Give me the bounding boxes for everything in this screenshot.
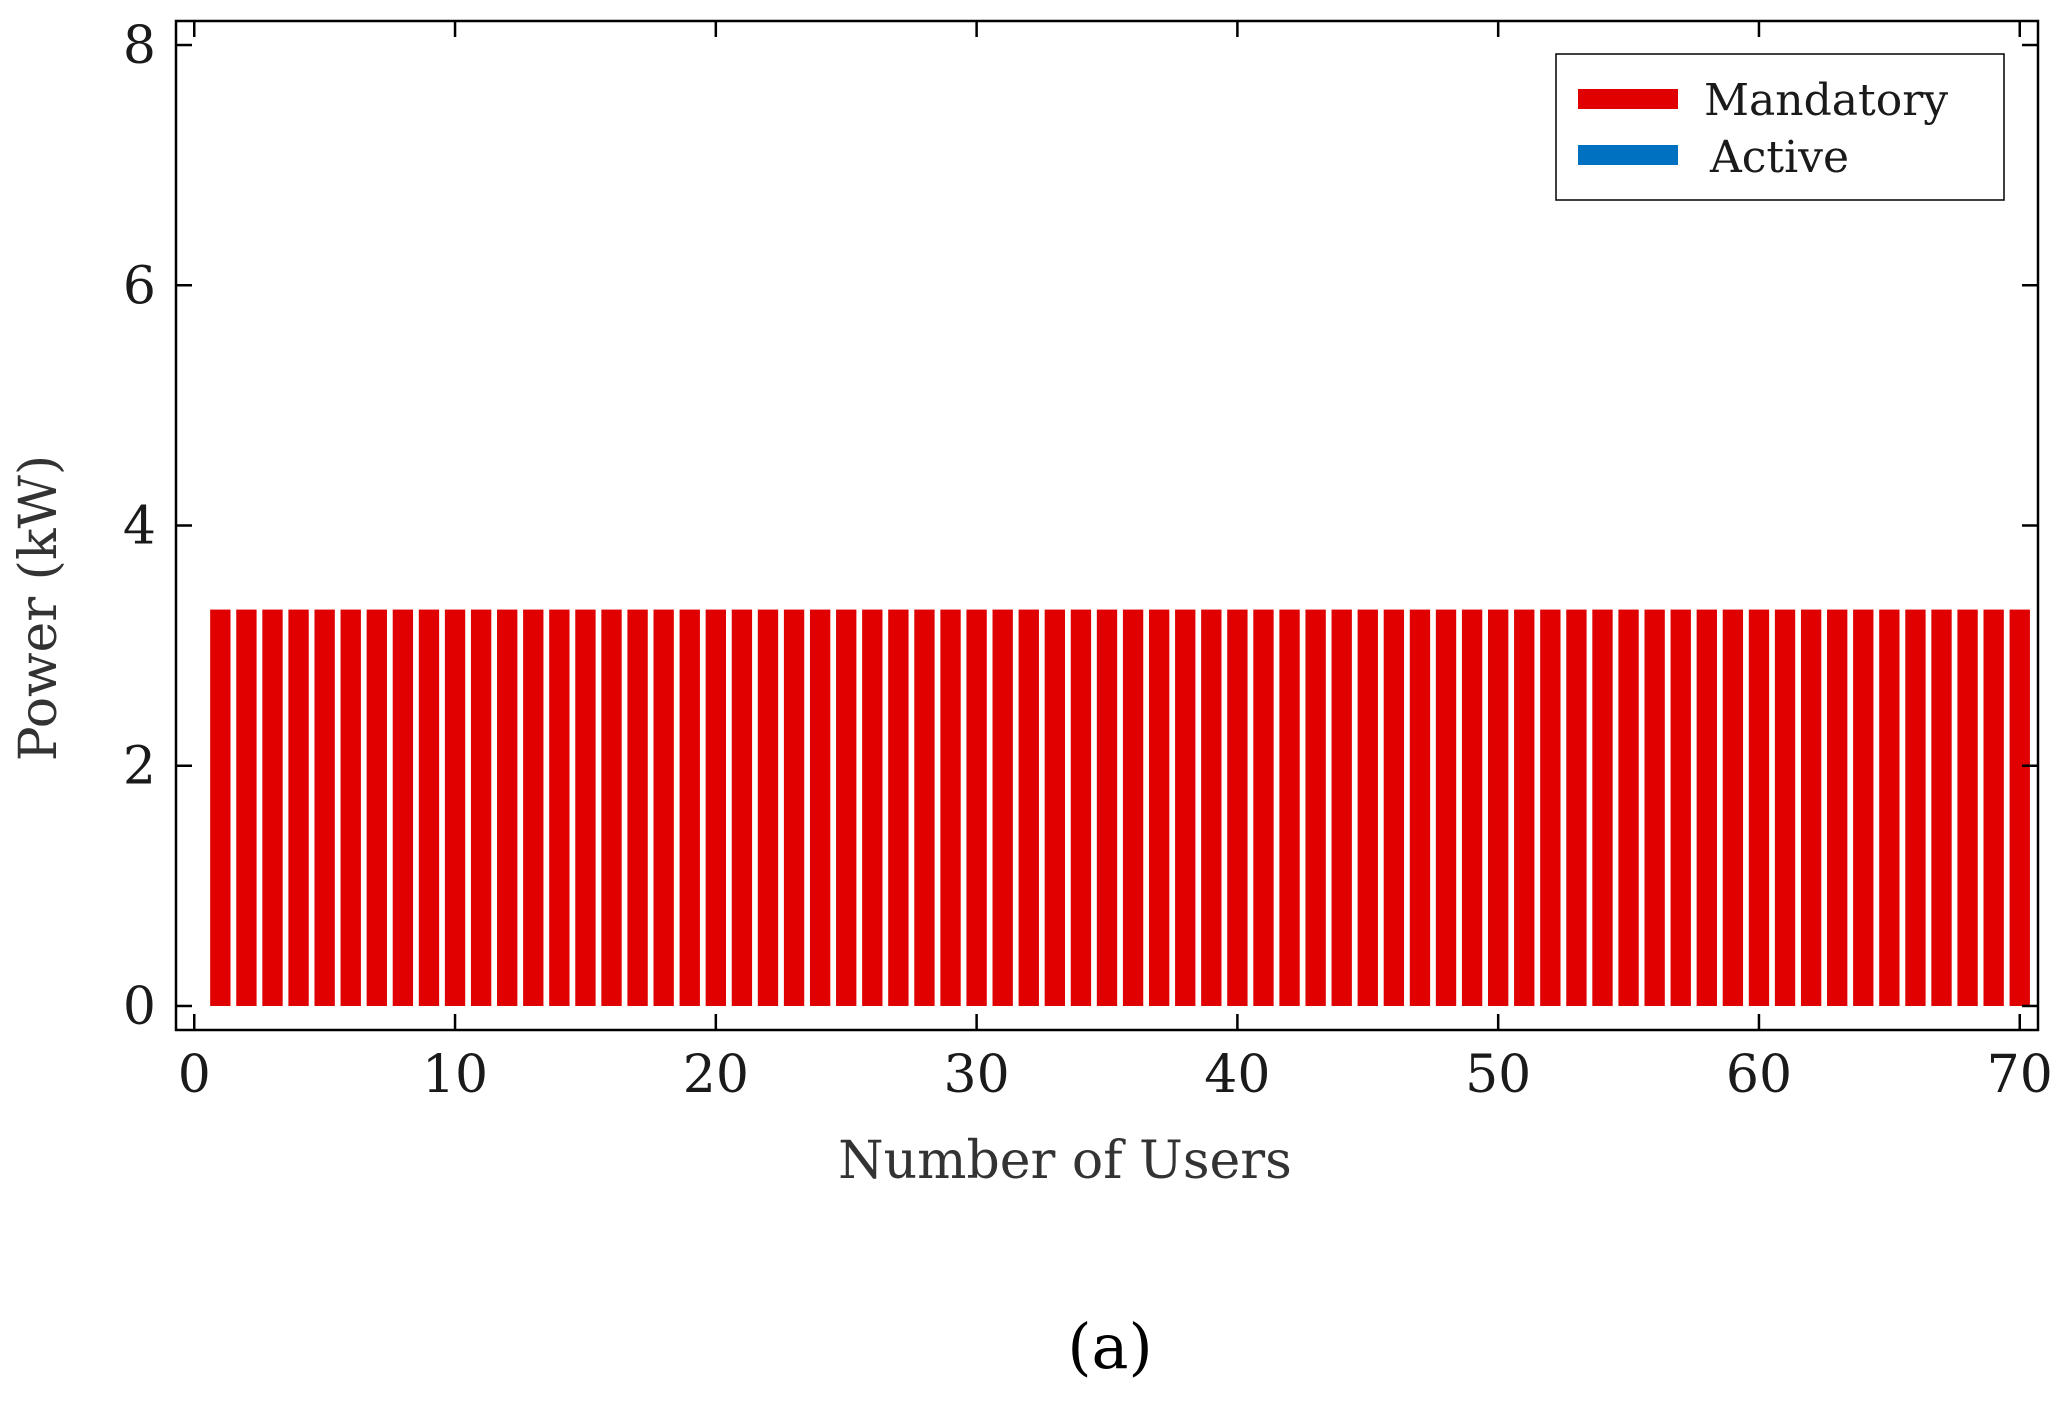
x-tick-label: 50: [1465, 1045, 1531, 1105]
bar-mandatory-7: [366, 609, 387, 1006]
bar-mandatory-50: [1488, 609, 1509, 1006]
bar-mandatory-41: [1253, 609, 1274, 1006]
bar-mandatory-45: [1357, 609, 1378, 1006]
bar-mandatory-56: [1644, 609, 1665, 1006]
bar-mandatory-44: [1331, 609, 1352, 1006]
bar-mandatory-24: [809, 609, 831, 1006]
bar-mandatory-16: [601, 609, 622, 1006]
bar-mandatory-60: [1748, 609, 1770, 1006]
bar-mandatory-64: [1853, 609, 1874, 1006]
bar-mandatory-32: [1018, 609, 1039, 1006]
bar-mandatory-40: [1227, 609, 1248, 1006]
bar-mandatory-34: [1070, 609, 1092, 1006]
bar-mandatory-54: [1592, 609, 1613, 1006]
y-tick-label: 2: [123, 737, 156, 797]
bar-mandatory-11: [470, 609, 492, 1006]
bar-mandatory-18: [653, 609, 674, 1006]
bar-mandatory-46: [1383, 609, 1405, 1006]
legend-box: [1555, 53, 2005, 201]
bar-mandatory-9: [418, 609, 440, 1006]
bar-mandatory-3: [262, 609, 283, 1006]
bar-mandatory-51: [1514, 609, 1535, 1006]
bar-mandatory-68: [1957, 609, 1978, 1006]
bar-mandatory-21: [731, 609, 753, 1006]
bar-mandatory-1: [210, 609, 231, 1006]
bar-mandatory-67: [1931, 609, 1952, 1006]
bar-mandatory-22: [757, 609, 779, 1006]
y-axis-title: Power (kW): [9, 455, 69, 761]
bar-mandatory-49: [1461, 609, 1483, 1006]
bar-mandatory-58: [1696, 609, 1717, 1006]
bar-mandatory-57: [1670, 609, 1691, 1006]
bar-mandatory-2: [236, 609, 257, 1006]
bar-mandatory-8: [392, 609, 414, 1006]
bar-mandatory-13: [523, 609, 544, 1006]
y-tick-label: 0: [123, 977, 156, 1037]
bar-mandatory-4: [288, 609, 309, 1006]
bar-mandatory-6: [340, 609, 361, 1006]
bar-mandatory-52: [1540, 609, 1561, 1006]
x-tick-label: 70: [1987, 1045, 2053, 1105]
bar-mandatory-65: [1879, 609, 1900, 1006]
bar-mandatory-35: [1096, 609, 1118, 1006]
x-tick-label: 0: [178, 1045, 211, 1105]
bar-mandatory-26: [862, 609, 883, 1006]
legend-swatch-mandatory: [1578, 89, 1678, 109]
bar-mandatory-42: [1279, 609, 1300, 1006]
bar-mandatory-62: [1800, 609, 1822, 1006]
x-tick-label: 30: [944, 1045, 1010, 1105]
legend: Mandatory Active: [1555, 53, 2005, 201]
bar-mandatory-17: [627, 609, 648, 1006]
bar-mandatory-30: [966, 609, 987, 1006]
y-tick-label: 4: [123, 497, 156, 557]
legend-swatch-active: [1578, 145, 1678, 165]
legend-label-active: Active: [1709, 132, 1849, 183]
bar-mandatory-59: [1722, 609, 1744, 1006]
subfigure-label: (a): [1067, 1310, 1152, 1383]
bar-mandatory-33: [1044, 609, 1066, 1006]
bar-mandatory-12: [497, 609, 518, 1006]
bar-mandatory-15: [575, 609, 596, 1006]
bar-mandatory-66: [1905, 609, 1926, 1006]
bar-mandatory-39: [1201, 609, 1222, 1006]
y-tick-label: 6: [123, 256, 156, 316]
bar-mandatory-23: [783, 609, 805, 1006]
bar-mandatory-29: [940, 609, 961, 1006]
bar-mandatory-36: [1122, 609, 1144, 1006]
y-tick-label: 8: [123, 16, 156, 76]
bar-mandatory-5: [314, 609, 335, 1006]
x-tick-label: 20: [683, 1045, 749, 1105]
x-tick-label: 60: [1726, 1045, 1792, 1105]
bar-mandatory-20: [705, 609, 726, 1006]
bar-mandatory-47: [1409, 609, 1431, 1006]
bar-mandatory-31: [992, 609, 1013, 1006]
bar-mandatory-25: [836, 609, 857, 1006]
bars-layer: [210, 609, 2030, 1006]
bar-mandatory-27: [888, 609, 909, 1006]
bar-mandatory-19: [679, 609, 700, 1006]
x-tick-label: 10: [422, 1045, 488, 1105]
bar-mandatory-61: [1774, 609, 1796, 1006]
bar-mandatory-38: [1175, 609, 1196, 1006]
bar-mandatory-70: [2009, 609, 2030, 1006]
bar-mandatory-28: [914, 609, 935, 1006]
axes-layer: 0 2 4 6 8 0 10 20 30 40 50 60 70: [123, 16, 2053, 1105]
bar-mandatory-55: [1618, 609, 1639, 1006]
bar-mandatory-63: [1827, 609, 1848, 1006]
bar-mandatory-53: [1566, 609, 1587, 1006]
bar-mandatory-37: [1148, 609, 1170, 1006]
bar-mandatory-10: [444, 609, 466, 1006]
x-axis-title: Number of Users: [838, 1131, 1292, 1191]
bar-mandatory-69: [1983, 609, 2004, 1006]
bar-mandatory-48: [1435, 609, 1457, 1006]
bar-mandatory-14: [549, 609, 570, 1006]
bar-mandatory-43: [1305, 609, 1326, 1006]
x-tick-label: 40: [1204, 1045, 1270, 1105]
legend-label-mandatory: Mandatory: [1704, 75, 1948, 126]
